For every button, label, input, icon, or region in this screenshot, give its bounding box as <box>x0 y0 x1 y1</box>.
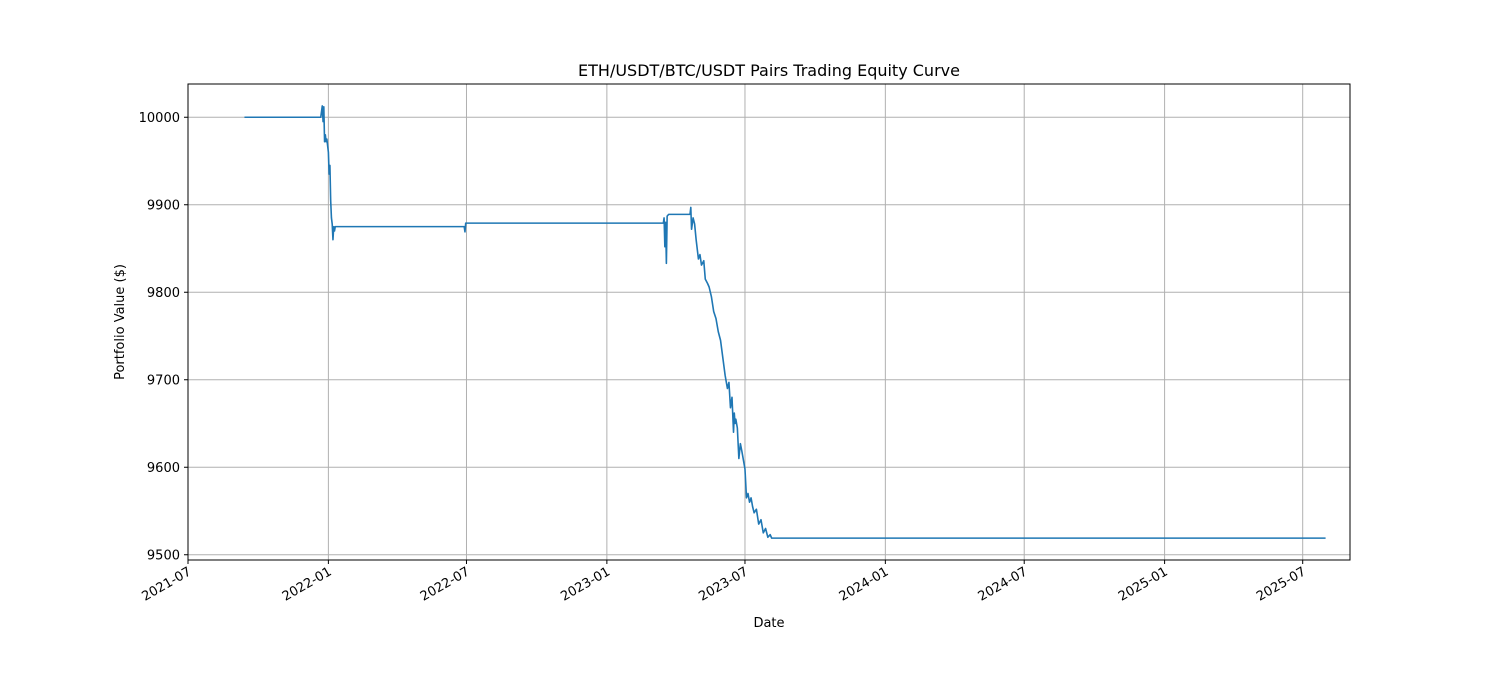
x-tick-label: 2023-07 <box>696 564 751 604</box>
y-tick-label: 9700 <box>147 373 180 388</box>
x-tick-label: 2025-07 <box>1254 564 1309 604</box>
chart-title: ETH/USDT/BTC/USDT Pairs Trading Equity C… <box>578 61 960 80</box>
x-tick-label: 2025-01 <box>1116 564 1171 604</box>
y-tick-label: 10000 <box>139 111 180 126</box>
x-tick-label: 2024-07 <box>976 564 1031 604</box>
x-tick-label: 2024-01 <box>837 564 892 604</box>
series-layer <box>244 105 1326 539</box>
x-tick-label: 2022-01 <box>280 564 335 604</box>
plot-frame <box>187 83 1351 561</box>
y-tick-label: 9500 <box>147 548 180 563</box>
y-tick-label: 9900 <box>147 198 180 213</box>
equity-line <box>244 105 1326 539</box>
ticks: 2021-07 2022-01 2022-07 2023-01 2023-07 2024-… <box>139 111 1309 605</box>
grid <box>187 84 1350 560</box>
x-axis-label: Date <box>753 616 784 631</box>
y-tick-label: 9800 <box>147 286 180 301</box>
x-tick-label: 2023-01 <box>558 564 613 604</box>
x-tick-label: 2021-07 <box>139 564 194 604</box>
y-tick-label: 9600 <box>147 461 180 476</box>
x-tick-label: 2022-07 <box>418 564 473 604</box>
y-axis-label: Portfolio Value ($) <box>113 264 128 380</box>
